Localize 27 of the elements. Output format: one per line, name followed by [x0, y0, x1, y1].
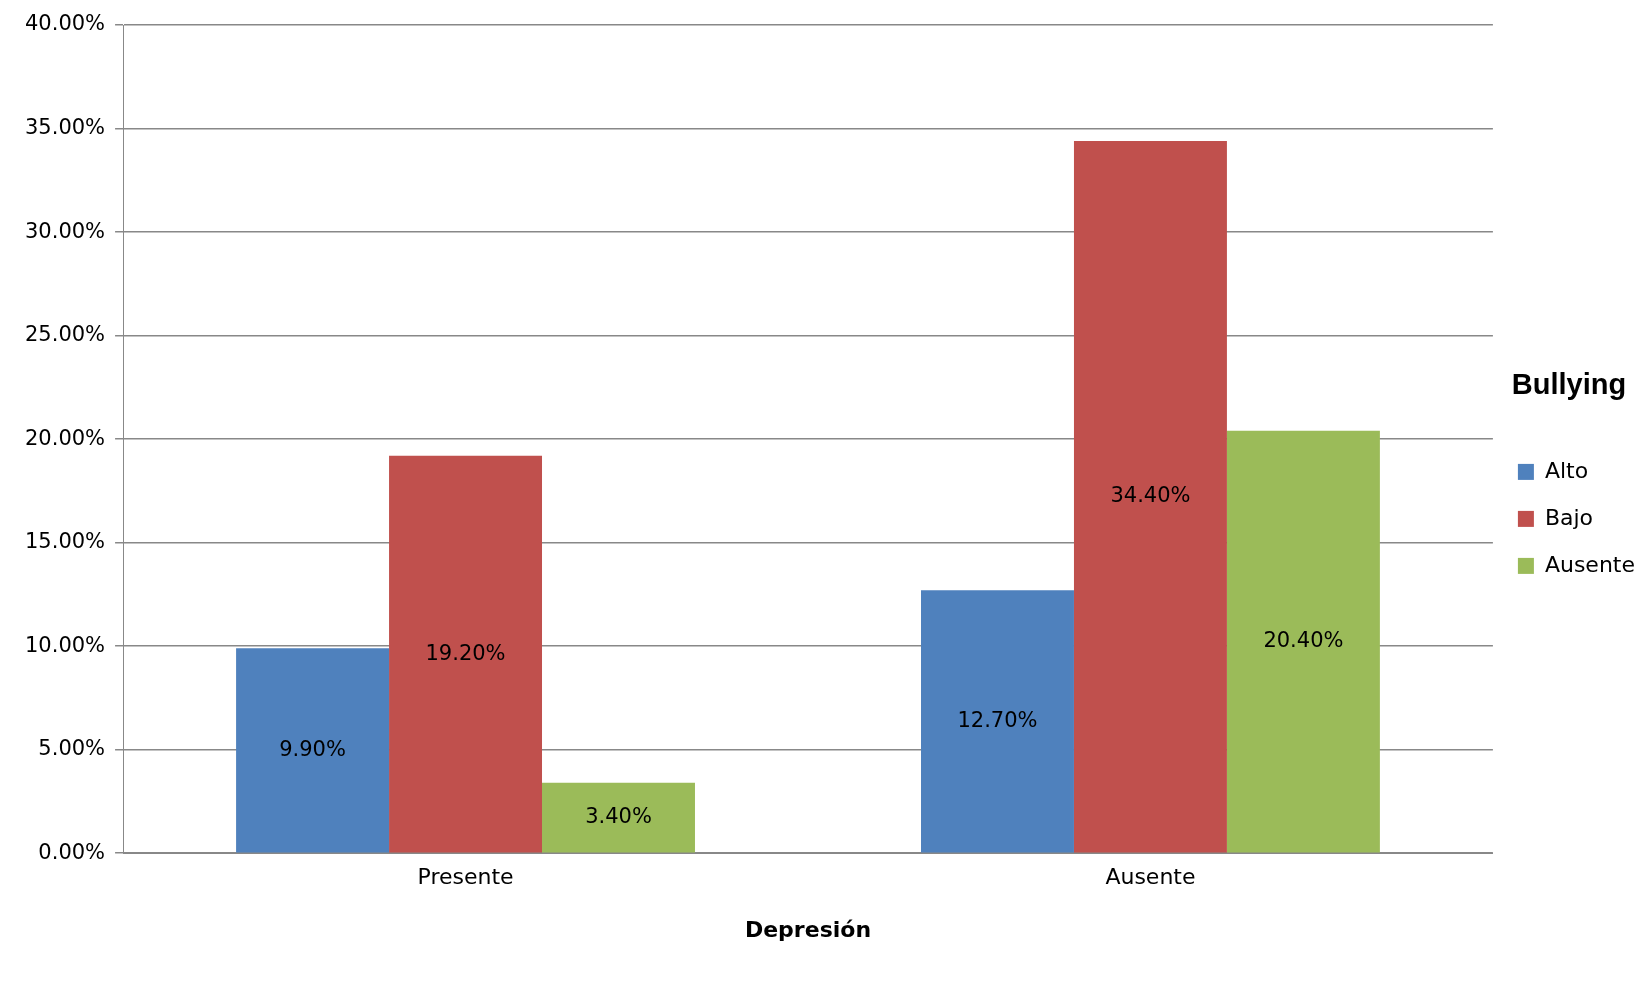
y-tick-label: 30.00%	[24, 218, 106, 243]
y-tick-label: 35.00%	[24, 114, 106, 139]
data-label: 20.40%	[1263, 628, 1344, 653]
bar	[389, 455, 543, 853]
bar	[1073, 140, 1227, 853]
x-axis-title: Depresión	[744, 916, 872, 942]
legend-label: Ausente	[1544, 551, 1636, 577]
bar	[236, 648, 390, 853]
y-tick-label: 25.00%	[24, 322, 106, 347]
y-tick-label: 20.00%	[24, 425, 106, 450]
bar	[1226, 430, 1380, 853]
x-tick-label: Presente	[417, 864, 514, 890]
bar	[921, 590, 1074, 853]
y-tick-label: 0.00%	[38, 839, 106, 864]
legend-title: Bullying	[1511, 367, 1627, 400]
y-tick-label: 15.00%	[24, 529, 106, 554]
legend-label: Bajo	[1544, 504, 1594, 530]
data-label: 9.90%	[279, 736, 346, 761]
y-tick-label: 40.00%	[24, 11, 106, 36]
legend-label: Alto	[1544, 457, 1589, 483]
data-label: 19.20%	[425, 640, 506, 665]
y-tick-label: 5.00%	[38, 736, 106, 761]
y-tick-label: 10.00%	[24, 632, 106, 657]
bar	[542, 782, 695, 853]
data-label: 12.70%	[957, 707, 1038, 732]
data-label: 3.40%	[585, 804, 652, 829]
data-label: 34.40%	[1110, 483, 1191, 508]
